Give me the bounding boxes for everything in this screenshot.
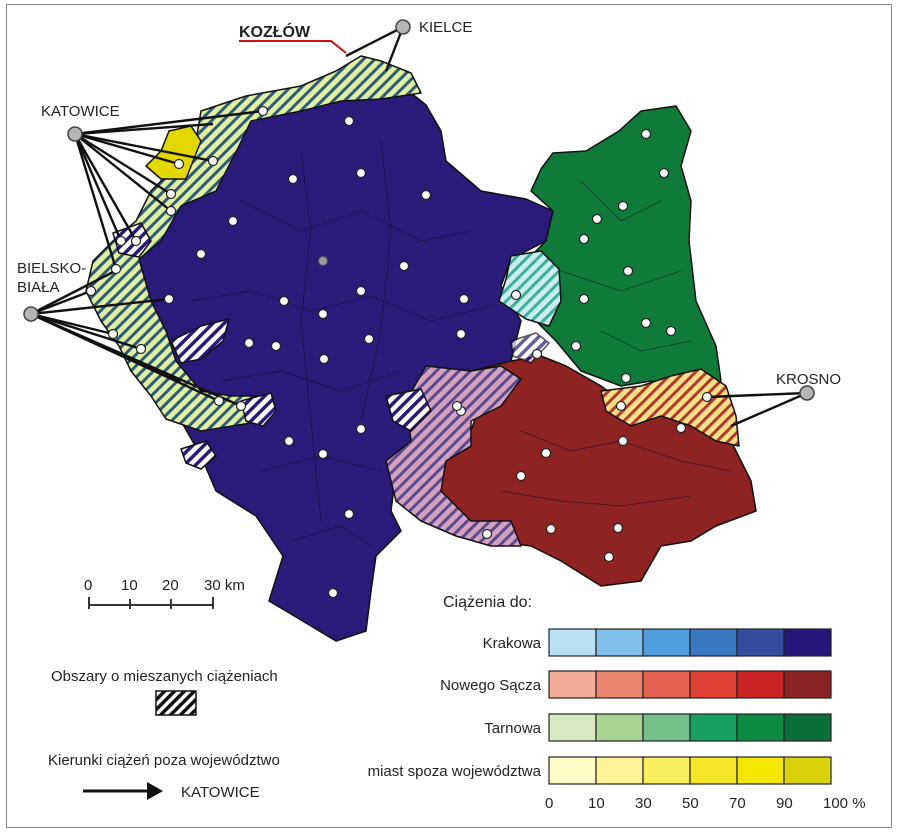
legend-swatch: [783, 670, 832, 699]
connection-lines: [30, 25, 808, 428]
scale-tick-10: 10: [121, 577, 138, 594]
scale-bar: 0 10 20 30 km: [84, 577, 245, 609]
legend-swatch: [736, 628, 785, 657]
legend-row-label: miast spoza województwa: [368, 763, 542, 780]
legend-swatch: [548, 670, 597, 699]
region-mixed-bw-3: [240, 392, 277, 427]
legend-swatch: [689, 713, 738, 742]
attraction-legend-rows: Krakowa Nowego Sącza Tarnowa miast spoza wo…: [368, 628, 832, 785]
legend-scale-tick: 100 %: [823, 795, 866, 812]
region-mixed-krosno: [600, 368, 740, 447]
region-tarnow: [520, 105, 722, 394]
bielsko-marker: [23, 306, 39, 322]
legend-swatch: [548, 628, 597, 657]
scale-tick-0: 0: [84, 577, 92, 594]
kielce-label: KIELCE: [419, 19, 472, 36]
legend-swatch: [595, 670, 644, 699]
legend-swatch: [548, 756, 597, 785]
legend-row-label: Krakowa: [483, 635, 542, 652]
district-borders: [190, 140, 732, 547]
legend-swatch: [783, 713, 832, 742]
region-mixed-tarnow-krakow: [498, 250, 562, 327]
map-canvas: KOZŁÓW KIELCE KATOWICE BIELSKO- BIAŁA KR…: [17, 19, 866, 812]
krosno-label: KROSNO: [776, 371, 841, 388]
legend-swatch: [595, 713, 644, 742]
attraction-legend-scale: 0 10 30 50 70 90 100 %: [545, 795, 866, 812]
direction-arrow-label: KATOWICE: [181, 784, 260, 801]
legend-scale-tick: 30: [635, 795, 652, 812]
mixed-legend-label: Obszary o mieszanych ciążeniach: [51, 668, 278, 685]
attraction-legend-title: Ciążenia do:: [443, 594, 532, 611]
legend-swatch: [783, 756, 832, 785]
region-mixed-bw-4: [180, 440, 217, 470]
legend-swatch: [642, 670, 691, 699]
legend-scale-tick: 0: [545, 795, 553, 812]
legend-scale-tick: 10: [588, 795, 605, 812]
legend-scale-tick: 90: [776, 795, 793, 812]
legend-swatch: [783, 628, 832, 657]
krakow-marker: [318, 256, 328, 266]
bielsko-label-line2: BIAŁA: [17, 279, 60, 296]
region-mixed-west: [85, 55, 422, 432]
legend-swatch: [595, 628, 644, 657]
legend-scale-tick: 70: [729, 795, 746, 812]
legend-scale-tick: 50: [682, 795, 699, 812]
legend-swatch: [642, 756, 691, 785]
legend-swatch: [736, 713, 785, 742]
scale-tick-20: 20: [162, 577, 179, 594]
legend-swatch: [642, 713, 691, 742]
kielce-marker: [395, 19, 411, 35]
katowice-marker: [67, 126, 83, 142]
legend-row-label: Tarnowa: [484, 720, 541, 737]
legend-swatch: [689, 756, 738, 785]
external-city-markers: [23, 19, 815, 401]
kozlow-label: KOZŁÓW: [239, 22, 311, 41]
legend-swatch: [595, 756, 644, 785]
legend-swatch: [548, 713, 597, 742]
katowice-label: KATOWICE: [41, 103, 120, 120]
map-regions: [85, 55, 757, 642]
bielsko-label-line1: BIELSKO-: [17, 260, 86, 277]
kozlow-underline: [239, 40, 347, 54]
legend-row-label: Nowego Sącza: [440, 677, 542, 694]
legend-swatch: [689, 628, 738, 657]
mixed-legend-swatch: [155, 690, 197, 716]
region-mixed-bw-5: [385, 388, 432, 432]
direction-legend-label: Kierunki ciążeń poza województwo: [48, 752, 280, 769]
town-markers: [85, 105, 713, 599]
legend-swatch: [689, 670, 738, 699]
region-mixed-bw-2: [170, 318, 230, 364]
direction-arrowhead: [147, 782, 163, 800]
legend-swatch: [642, 628, 691, 657]
legend-swatch: [736, 670, 785, 699]
krosno-marker: [799, 385, 815, 401]
scale-tick-30: 30 km: [204, 577, 245, 594]
map-frame: KOZŁÓW KIELCE KATOWICE BIELSKO- BIAŁA KR…: [6, 4, 892, 828]
legend-swatch: [736, 756, 785, 785]
